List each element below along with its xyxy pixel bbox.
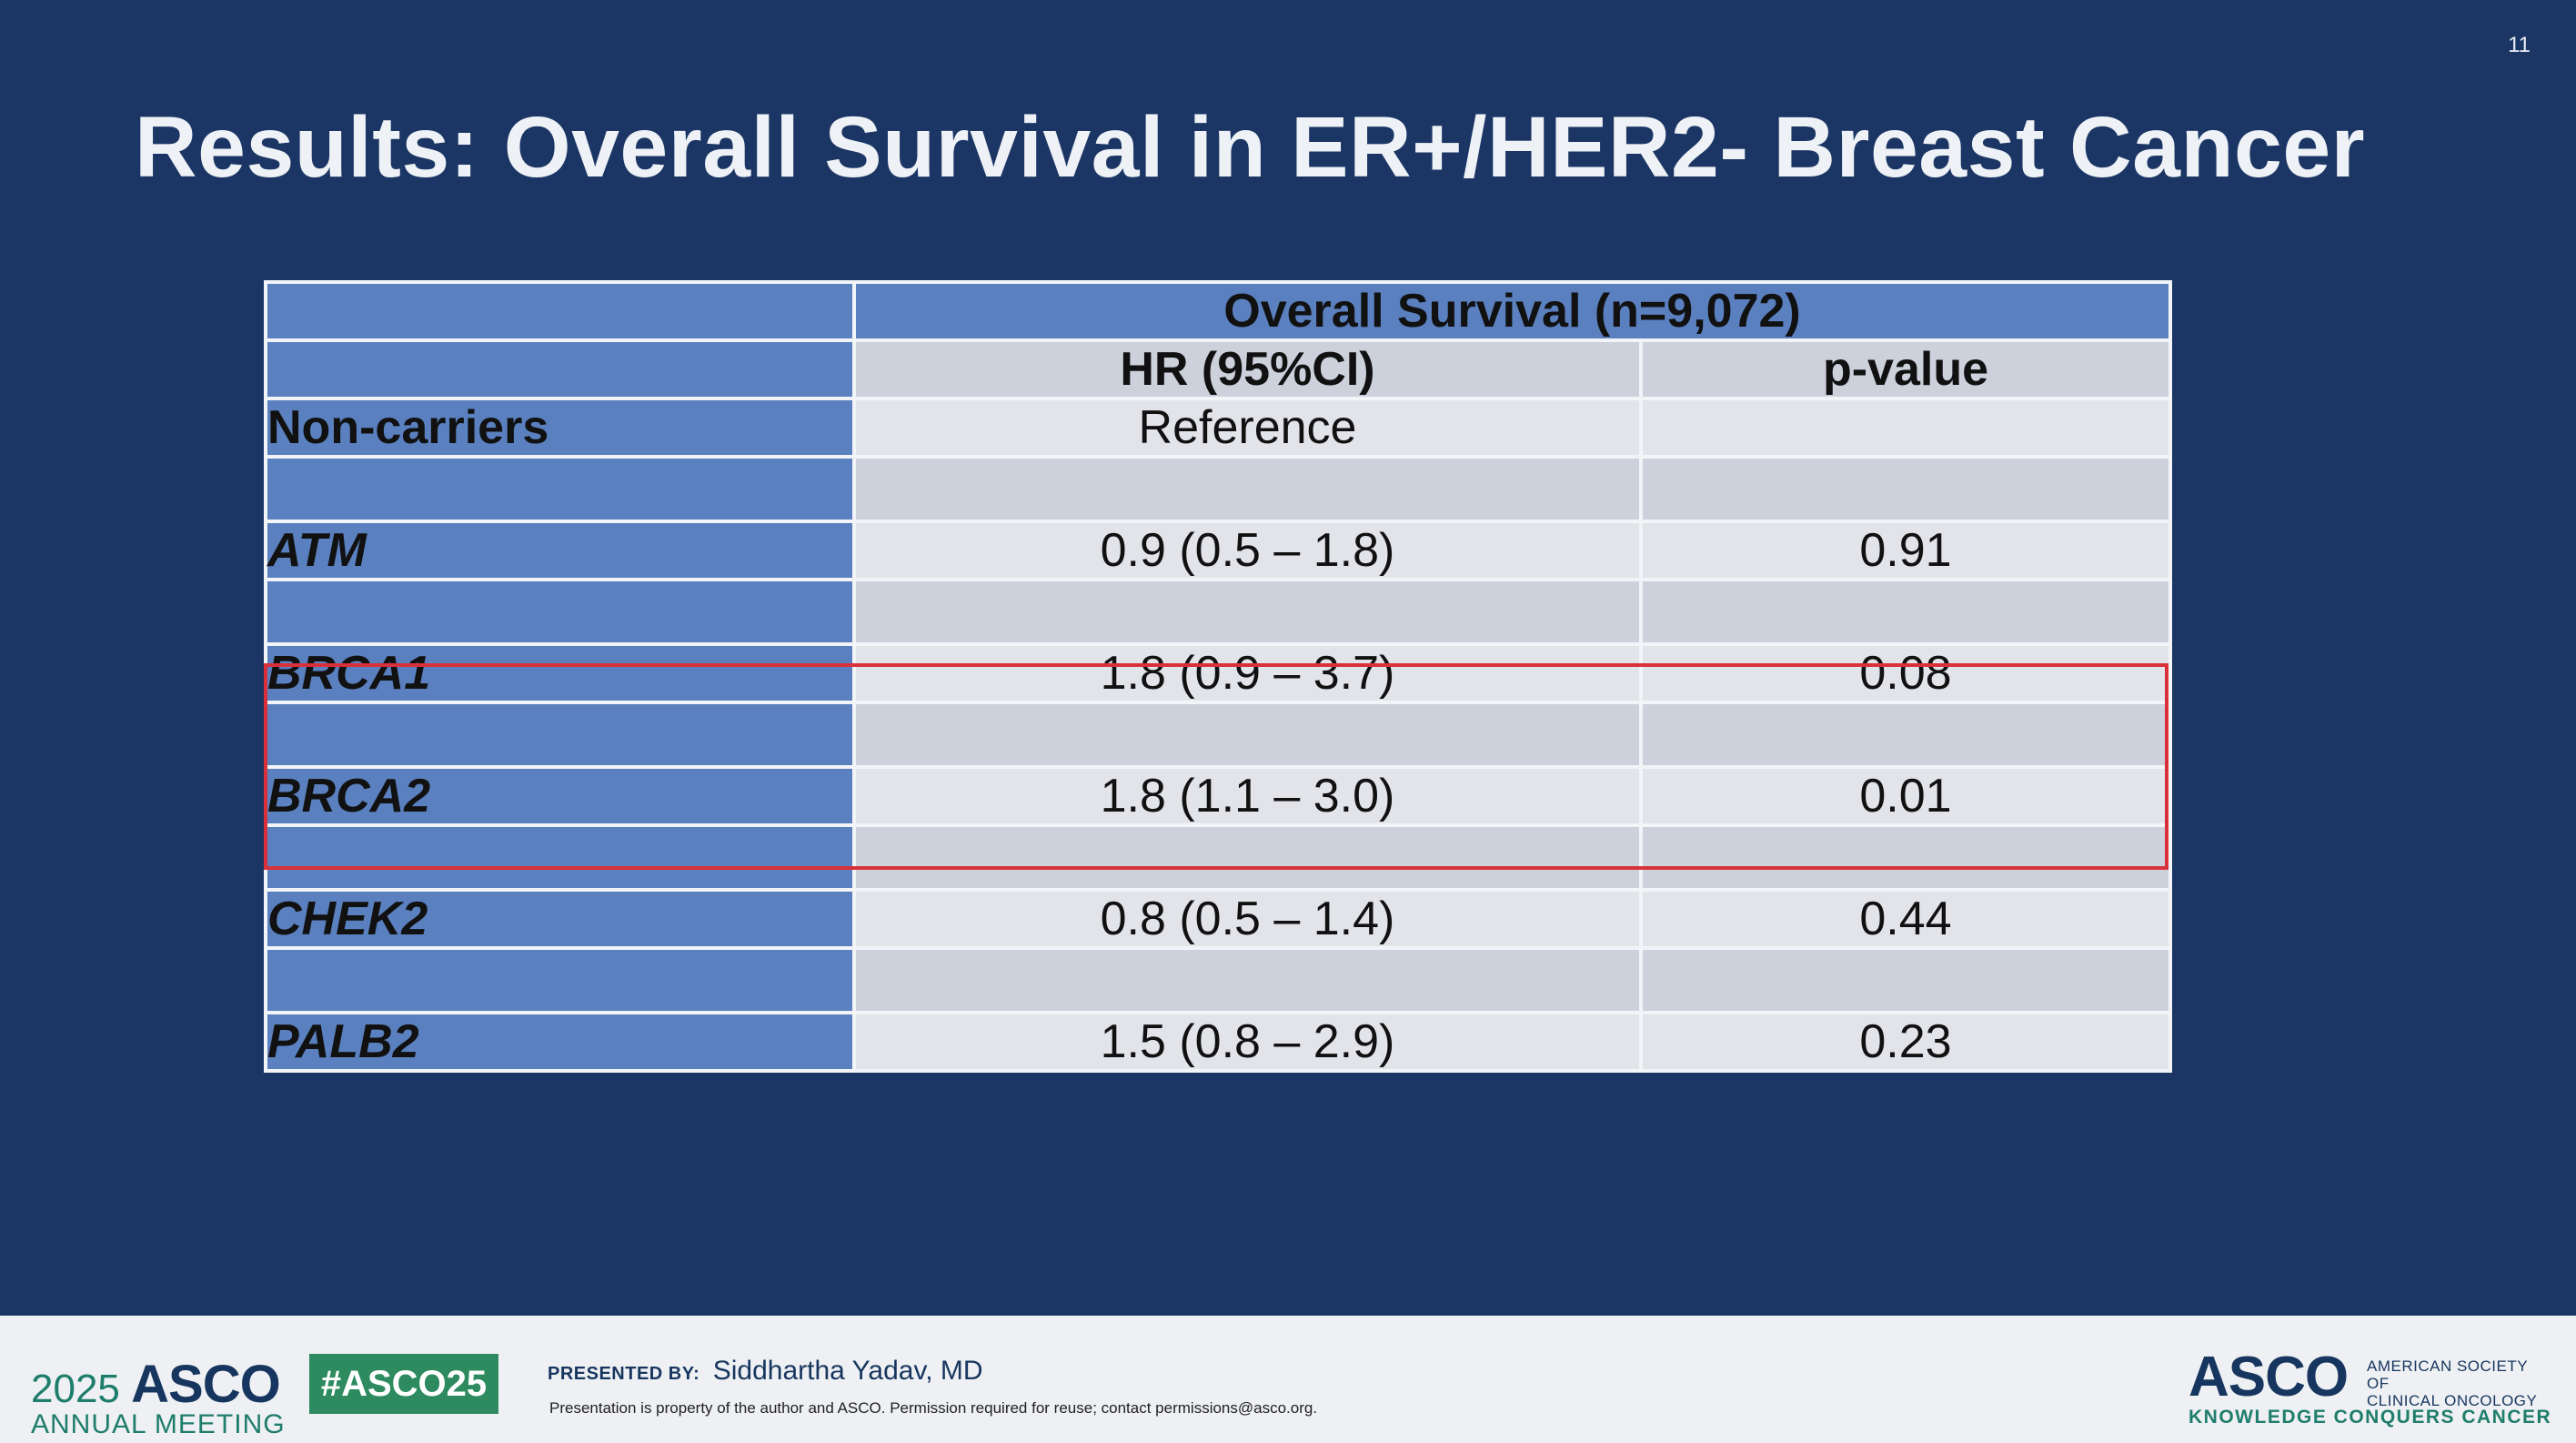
p-value-column-header: p-value — [1639, 338, 2172, 400]
table-spacer-row — [264, 578, 2172, 646]
hr-cell: 1.8 (1.1 – 3.0) — [852, 765, 1643, 827]
presenter-name: Siddhartha Yadav, MD — [712, 1356, 983, 1386]
hr-column-header: HR (95%CI) — [852, 338, 1643, 400]
p-value-cell: 0.44 — [1639, 888, 2172, 950]
slide-footer: 2025 ASCO ANNUAL MEETING #ASCO25 PRESENT… — [0, 1316, 2576, 1443]
table-spacer-row — [264, 701, 2172, 769]
spacer-cell — [852, 578, 1643, 646]
table-spacer-row — [264, 823, 2172, 892]
spacer-cell — [1639, 455, 2172, 523]
results-table: Overall Survival (n=9,072) HR (95%CI) p-… — [264, 280, 2172, 1073]
hr-cell: Reference — [852, 397, 1643, 459]
spacer-cell — [852, 946, 1643, 1014]
spacer-cell — [1639, 946, 2172, 1014]
table-corner-cell-2 — [264, 338, 856, 400]
table-row: PALB2 1.5 (0.8 – 2.9) 0.23 — [264, 1011, 2172, 1073]
spacer-cell — [1639, 578, 2172, 646]
spacer-label-cell — [264, 701, 856, 769]
p-value-cell — [1639, 397, 2172, 459]
spacer-cell — [1639, 823, 2172, 892]
slide-title: Results: Overall Survival in ER+/HER2- B… — [135, 99, 2366, 196]
spacer-label-cell — [264, 946, 856, 1014]
p-value-cell: 0.91 — [1639, 520, 2172, 581]
table-row: BRCA1 1.8 (0.9 – 3.7) 0.08 — [264, 642, 2172, 704]
slide-number: 11 — [2508, 33, 2531, 57]
row-label: PALB2 — [264, 1011, 856, 1073]
annual-meeting-logo: 2025 ASCO ANNUAL MEETING — [31, 1354, 286, 1440]
table-row: Non-carriers Reference — [264, 397, 2172, 459]
hr-cell: 1.8 (0.9 – 3.7) — [852, 642, 1643, 704]
row-label: Non-carriers — [264, 397, 856, 459]
table-spacer-row — [264, 455, 2172, 523]
table-row: CHEK2 0.8 (0.5 – 1.4) 0.44 — [264, 888, 2172, 950]
table-column-header-row: HR (95%CI) p-value — [264, 338, 2172, 400]
row-label: BRCA2 — [264, 765, 856, 827]
table-row: ATM 0.9 (0.5 – 1.8) 0.91 — [264, 520, 2172, 581]
spacer-cell — [1639, 701, 2172, 769]
spacer-cell — [852, 823, 1643, 892]
p-value-cell: 0.08 — [1639, 642, 2172, 704]
org-tagline: KNOWLEDGE CONQUERS CANCER — [2189, 1407, 2552, 1428]
p-value-cell: 0.23 — [1639, 1011, 2172, 1073]
row-label: ATM — [264, 520, 856, 581]
spacer-cell — [852, 701, 1643, 769]
table-spacer-row — [264, 946, 2172, 1014]
meeting-brand: ASCO — [131, 1355, 281, 1414]
spacer-label-cell — [264, 455, 856, 523]
table-corner-cell — [264, 280, 856, 342]
hr-cell: 0.8 (0.5 – 1.4) — [852, 888, 1643, 950]
asco-org-logo: ASCO AMERICAN SOCIETY OF CLINICAL ONCOLO… — [2189, 1345, 2551, 1428]
presented-by-label: PRESENTED BY: — [548, 1364, 700, 1384]
spacer-label-cell — [264, 578, 856, 646]
row-label: CHEK2 — [264, 888, 856, 950]
p-value-cell: 0.01 — [1639, 765, 2172, 827]
spacer-label-cell — [264, 823, 856, 892]
hr-cell: 0.9 (0.5 – 1.8) — [852, 520, 1643, 581]
meeting-year: 2025 — [31, 1367, 120, 1411]
row-label: BRCA1 — [264, 642, 856, 704]
hashtag-badge: #ASCO25 — [309, 1354, 498, 1414]
presented-by: PRESENTED BY: Siddhartha Yadav, MD — [548, 1356, 983, 1387]
copyright-disclaimer: Presentation is property of the author a… — [549, 1399, 1318, 1417]
table-row: BRCA2 1.8 (1.1 – 3.0) 0.01 — [264, 765, 2172, 827]
org-name-line1: AMERICAN SOCIETY OF — [2367, 1357, 2528, 1392]
org-name: AMERICAN SOCIETY OF CLINICAL ONCOLOGY — [2367, 1357, 2540, 1409]
hr-cell: 1.5 (0.8 – 2.9) — [852, 1011, 1643, 1073]
meeting-subtitle: ANNUAL MEETING — [31, 1409, 286, 1439]
table-group-header-row: Overall Survival (n=9,072) — [264, 280, 2172, 342]
overall-survival-header: Overall Survival (n=9,072) — [852, 280, 2172, 342]
org-name-line2: CLINICAL ONCOLOGY — [2367, 1392, 2538, 1409]
spacer-cell — [852, 455, 1643, 523]
org-brand: ASCO — [2189, 1346, 2349, 1408]
